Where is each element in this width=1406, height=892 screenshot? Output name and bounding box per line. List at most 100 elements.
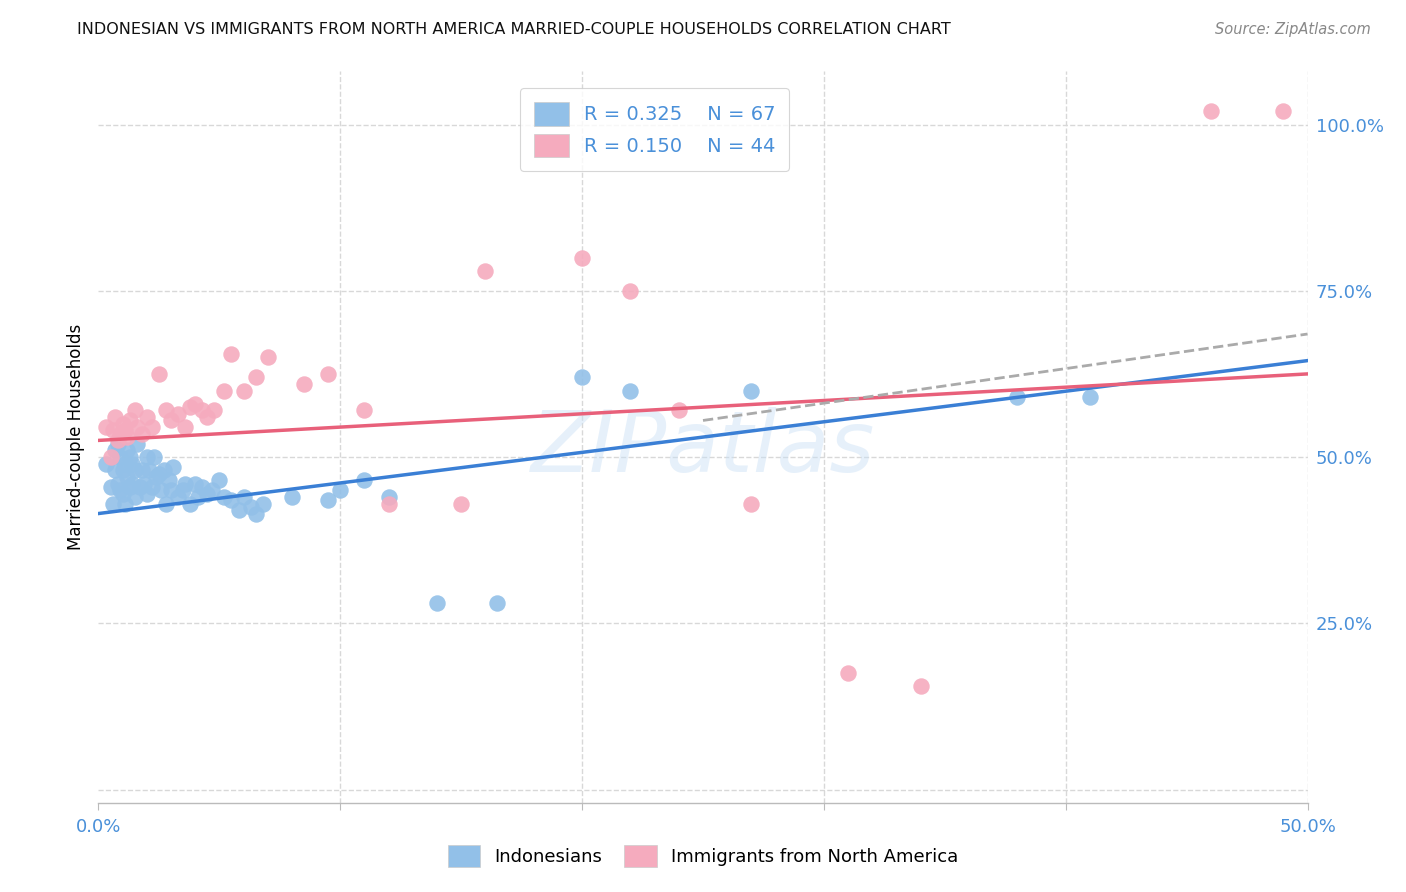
Point	[100, 450, 122, 464]
Point	[135, 410, 157, 425]
Point	[141, 420, 163, 434]
Point	[1007, 390, 1029, 404]
Point	[571, 370, 593, 384]
Point	[114, 424, 136, 438]
Point	[157, 473, 180, 487]
Point	[619, 384, 641, 398]
Point	[131, 463, 153, 477]
Point	[101, 424, 124, 438]
Point	[94, 457, 117, 471]
Point	[145, 470, 167, 484]
Point	[228, 503, 250, 517]
Point	[195, 486, 218, 500]
Point	[195, 410, 218, 425]
Point	[118, 413, 141, 427]
Point	[245, 507, 267, 521]
Point	[353, 473, 375, 487]
Point	[135, 450, 157, 464]
Text: Source: ZipAtlas.com: Source: ZipAtlas.com	[1215, 22, 1371, 37]
Point	[316, 367, 339, 381]
Point	[124, 403, 146, 417]
Point	[134, 476, 156, 491]
Point	[377, 490, 399, 504]
Point	[131, 426, 153, 441]
Point	[191, 480, 214, 494]
Point	[162, 460, 184, 475]
Point	[114, 457, 136, 471]
Point	[111, 463, 134, 477]
Point	[187, 490, 209, 504]
Point	[1078, 390, 1101, 404]
Point	[104, 410, 127, 425]
Point	[124, 490, 146, 504]
Point	[135, 486, 157, 500]
Point	[101, 497, 124, 511]
Point	[450, 497, 472, 511]
Point	[191, 403, 214, 417]
Point	[221, 493, 243, 508]
Point	[114, 497, 136, 511]
Point	[232, 384, 254, 398]
Point	[118, 450, 141, 464]
Point	[474, 264, 496, 278]
Point	[155, 497, 177, 511]
Point	[94, 420, 117, 434]
Point	[108, 426, 131, 441]
Point	[118, 480, 141, 494]
Point	[172, 483, 194, 498]
Point	[329, 483, 352, 498]
Point	[155, 403, 177, 417]
Point	[201, 483, 224, 498]
Point	[138, 463, 160, 477]
Point	[150, 483, 173, 498]
Point	[179, 400, 201, 414]
Point	[167, 490, 190, 504]
Point	[426, 596, 449, 610]
Point	[212, 384, 235, 398]
Point	[124, 463, 146, 477]
Point	[174, 420, 197, 434]
Point	[117, 443, 139, 458]
Point	[111, 486, 134, 500]
Point	[184, 397, 207, 411]
Point	[571, 251, 593, 265]
Point	[281, 490, 304, 504]
Legend: Indonesians, Immigrants from North America: Indonesians, Immigrants from North Ameri…	[440, 838, 966, 874]
Point	[167, 407, 190, 421]
Point	[239, 500, 262, 514]
Point	[107, 476, 129, 491]
Point	[104, 443, 127, 458]
Point	[160, 483, 183, 498]
Y-axis label: Married-couple Households: Married-couple Households	[66, 324, 84, 550]
Point	[108, 483, 131, 498]
Point	[128, 480, 150, 494]
Point	[208, 473, 231, 487]
Point	[179, 497, 201, 511]
Point	[252, 497, 274, 511]
Point	[121, 457, 143, 471]
Point	[127, 436, 149, 450]
Point	[212, 490, 235, 504]
Point	[107, 436, 129, 450]
Text: ZIPatlas: ZIPatlas	[531, 407, 875, 490]
Point	[152, 463, 174, 477]
Point	[117, 470, 139, 484]
Point	[292, 376, 315, 391]
Point	[127, 420, 149, 434]
Point	[104, 463, 127, 477]
Point	[377, 497, 399, 511]
Point	[121, 476, 143, 491]
Point	[256, 351, 278, 365]
Point	[910, 680, 932, 694]
Point	[117, 430, 139, 444]
Point	[837, 666, 859, 681]
Point	[316, 493, 339, 508]
Point	[143, 450, 166, 464]
Point	[160, 413, 183, 427]
Point	[353, 403, 375, 417]
Point	[740, 497, 762, 511]
Point	[184, 476, 207, 491]
Point	[204, 403, 226, 417]
Point	[174, 476, 197, 491]
Point	[619, 284, 641, 298]
